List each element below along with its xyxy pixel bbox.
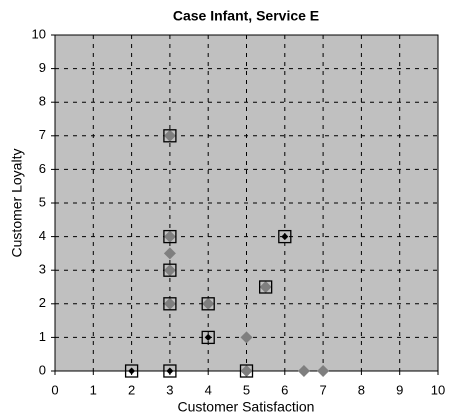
point [281, 233, 289, 241]
y-tick-label: 5 [39, 194, 46, 209]
point [204, 333, 212, 341]
y-tick-label: 2 [39, 295, 46, 310]
x-tick-label: 9 [396, 382, 403, 397]
x-tick-label: 8 [358, 382, 365, 397]
y-tick-label: 7 [39, 127, 46, 142]
point [163, 264, 176, 277]
x-tick-label: 10 [431, 382, 445, 397]
point [163, 297, 176, 310]
y-tick-label: 3 [39, 262, 46, 277]
x-tick-label: 0 [51, 382, 58, 397]
point [317, 365, 330, 377]
point [163, 297, 177, 311]
x-tick-label: 3 [166, 382, 173, 397]
y-tick-label: 4 [39, 228, 46, 243]
point [163, 129, 176, 142]
point [278, 229, 292, 244]
x-tick-label: 2 [128, 382, 135, 397]
point [163, 263, 177, 277]
point [202, 297, 215, 310]
point [240, 331, 253, 344]
point [259, 281, 272, 293]
y-tick-label: 10 [32, 26, 46, 41]
point [163, 129, 177, 143]
y-axis-label: Customer Loyalty [9, 149, 25, 258]
x-axis-label: Customer Satisfaction [178, 399, 315, 415]
point [201, 297, 215, 311]
point [258, 280, 273, 294]
y-tick-label: 1 [39, 329, 46, 344]
point [201, 330, 215, 345]
point [240, 365, 253, 377]
y-tick-label: 0 [39, 362, 46, 377]
point [163, 229, 177, 244]
x-tick-label: 1 [90, 382, 97, 397]
point [239, 364, 254, 378]
x-tick-label: 6 [281, 382, 288, 397]
y-tick-label: 8 [39, 94, 46, 109]
point [163, 247, 176, 260]
x-tick-label: 7 [319, 382, 326, 397]
point [166, 367, 174, 375]
y-tick-label: 6 [39, 161, 46, 176]
x-tick-label: 5 [243, 382, 250, 397]
point [297, 365, 310, 377]
point [124, 364, 139, 378]
x-tick-label: 4 [205, 382, 212, 397]
point [163, 364, 177, 378]
chart-title: Case Infant, Service E [173, 8, 319, 24]
y-tick-label: 9 [39, 60, 46, 75]
point [163, 230, 176, 243]
point [128, 367, 136, 375]
